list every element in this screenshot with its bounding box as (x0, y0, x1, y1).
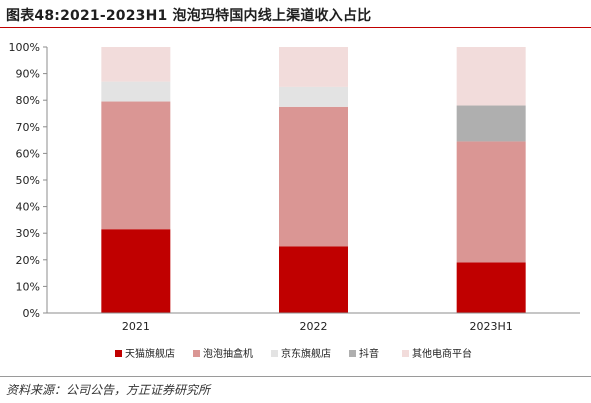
legend-label: 泡泡抽盒机 (203, 347, 253, 360)
y-tick-label: 20% (16, 254, 40, 267)
bar-segment (456, 262, 526, 313)
legend-label: 其他电商平台 (412, 347, 472, 360)
legend-swatch (349, 350, 356, 357)
legend-swatch (115, 350, 122, 357)
legend-label: 京东旗舰店 (281, 347, 331, 360)
y-tick-label: 30% (16, 227, 40, 240)
source-note: 资料来源：公司公告，方正证券研究所 (6, 383, 211, 397)
bar-segment (456, 105, 526, 142)
y-tick-label: 80% (16, 94, 40, 107)
y-tick-label: 0% (23, 307, 40, 320)
bar-segment (279, 106, 348, 247)
y-tick-label: 70% (16, 121, 40, 134)
bar-segment (279, 47, 348, 87)
y-tick-label: 60% (16, 147, 40, 160)
y-tick-label: 10% (16, 280, 40, 293)
legend-swatch (271, 350, 278, 357)
x-tick-label: 2022 (300, 320, 328, 333)
bar-segment (456, 47, 526, 106)
x-tick-label: 2021 (122, 320, 150, 333)
legend-label: 天猫旗舰店 (125, 347, 175, 360)
x-tick-label: 2023H1 (470, 320, 513, 333)
legend-label: 抖音 (359, 347, 379, 360)
y-tick-label: 50% (16, 174, 40, 187)
y-tick-label: 40% (16, 201, 40, 214)
bar-segment (101, 81, 171, 102)
title-divider (0, 27, 591, 28)
stacked-bar-chart: 0% 10% 20% 30% 40% 50% 60% 70% 80% 90% 100% 2021 202… (9, 41, 580, 360)
y-tick-label: 90% (16, 68, 40, 81)
y-tick-label: 100% (9, 41, 40, 54)
legend-swatch (402, 350, 409, 357)
bar-segment (101, 101, 171, 230)
bar-segment (456, 141, 526, 263)
chart-title: 图表48:2021-2023H1 泡泡玛特国内线上渠道收入占比 (6, 8, 372, 24)
bar-segment (279, 246, 348, 313)
legend-swatch (193, 350, 200, 357)
bar-segment (101, 229, 171, 313)
bar-segment (279, 86, 348, 107)
bar-segment (101, 47, 171, 82)
source-divider (0, 376, 591, 377)
